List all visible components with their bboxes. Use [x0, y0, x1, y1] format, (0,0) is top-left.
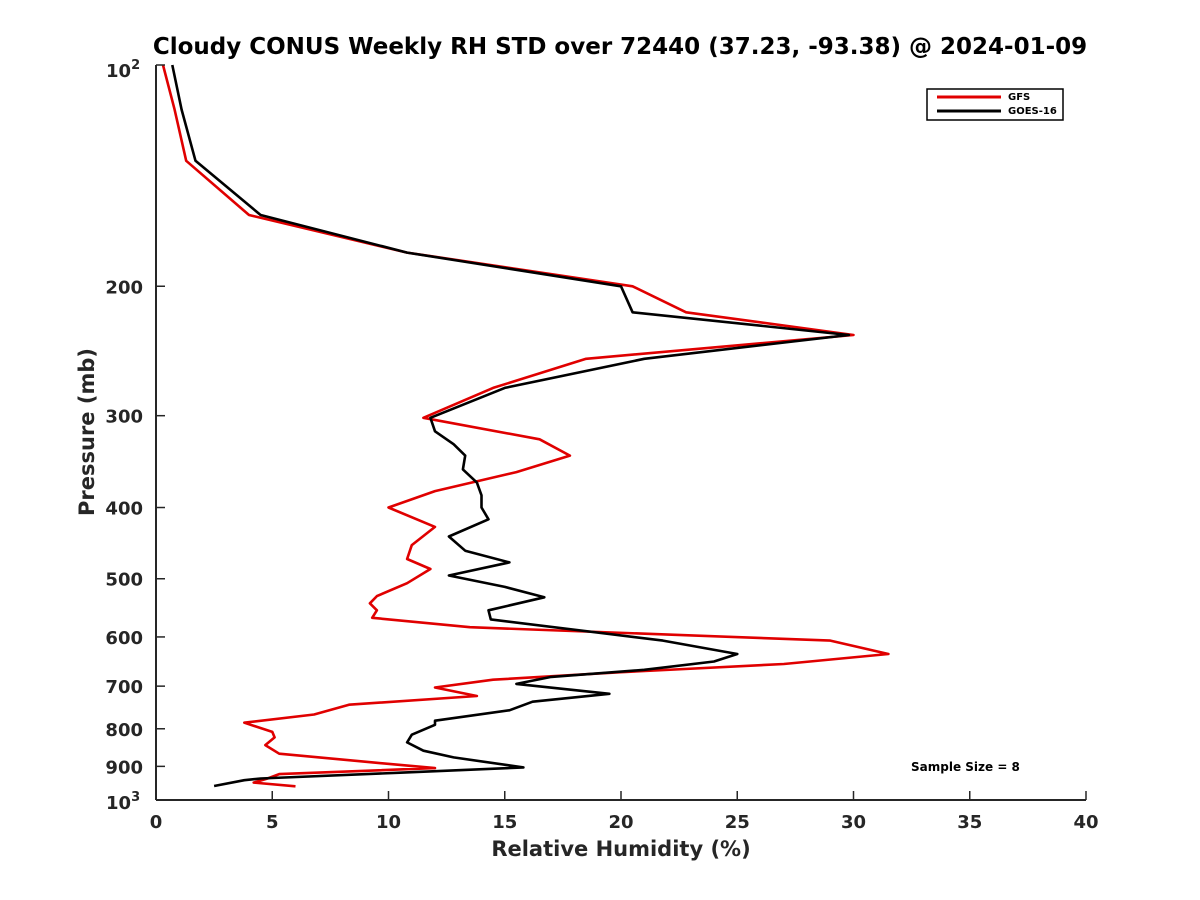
series-layer	[161, 64, 890, 788]
x-tick-label: 20	[608, 812, 633, 833]
x-tick-label: 0	[150, 812, 163, 833]
y-tick-label: 400	[105, 499, 143, 520]
series-line-goes16	[171, 64, 851, 788]
x-tick-label: 35	[957, 812, 982, 833]
y-tick-label: 700	[105, 677, 143, 698]
legend-box	[926, 88, 1064, 121]
x-axis-ticks: 0 5 10 15 20 25 30 35 40	[150, 791, 1099, 833]
y-top-tick-label: 102	[106, 58, 140, 82]
plot-area: 0 5 10 15 20 25 30 35 40 200 300 400 500 600 700 800 90…	[105, 64, 1099, 833]
y-tick-label: 800	[105, 720, 143, 741]
x-tick-label: 5	[266, 812, 279, 833]
y-bottom-tick-label: 103	[106, 790, 140, 814]
series-line-gfs	[161, 64, 890, 788]
x-tick-label: 30	[841, 812, 866, 833]
chart-title: Cloudy CONUS Weekly RH STD over 72440 (3…	[153, 34, 1087, 60]
x-tick-label: 40	[1073, 812, 1098, 833]
legend-label-goes16: GOES-16	[1008, 106, 1057, 117]
x-tick-label: 10	[376, 812, 401, 833]
y-tick-label: 900	[105, 757, 143, 778]
x-tick-label: 15	[492, 812, 517, 833]
y-tick-label: 300	[105, 407, 143, 428]
y-axis-label: Pressure (mb)	[75, 348, 99, 516]
y-tick-label: 200	[105, 277, 143, 298]
y-tick-label: 500	[105, 570, 143, 591]
y-axis-ticks: 200 300 400 500 600 700 800 900	[105, 64, 165, 801]
y-tick-label: 600	[105, 628, 143, 649]
sample-size-annotation: Sample Size = 8	[911, 760, 1020, 774]
x-axis-label: Relative Humidity (%)	[491, 837, 750, 861]
legend-label-gfs: GFS	[1008, 92, 1030, 103]
x-tick-label: 25	[725, 812, 750, 833]
legend: GFS GOES-16	[926, 88, 1064, 121]
